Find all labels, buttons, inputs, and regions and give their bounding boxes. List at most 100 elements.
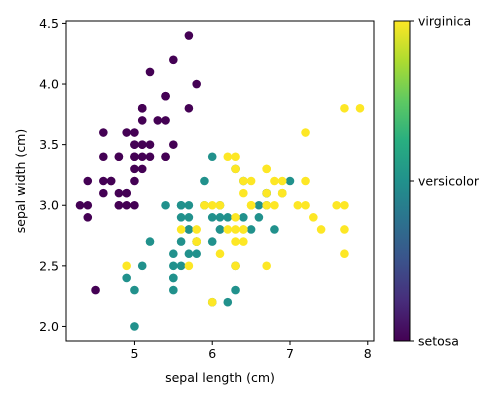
- data-point: [254, 213, 264, 222]
- data-point: [355, 103, 365, 113]
- data-point: [246, 200, 256, 210]
- data-point: [99, 128, 108, 137]
- data-point: [83, 200, 93, 210]
- data-point: [114, 152, 124, 162]
- data-point: [277, 176, 287, 186]
- data-point: [161, 200, 170, 210]
- data-point: [207, 200, 217, 210]
- data-point: [340, 249, 349, 259]
- data-point: [176, 237, 186, 246]
- data-point: [145, 152, 155, 162]
- data-point: [223, 152, 233, 162]
- data-point: [340, 103, 349, 113]
- data-point: [316, 225, 326, 234]
- data-point: [207, 213, 217, 222]
- x-tick-label: 6: [208, 346, 216, 361]
- data-point: [145, 140, 155, 149]
- data-point: [285, 176, 295, 186]
- y-tick-label: 4.5: [39, 16, 59, 31]
- data-point: [122, 188, 131, 198]
- data-point: [130, 164, 139, 174]
- data-point: [114, 200, 124, 210]
- data-point: [145, 237, 155, 246]
- data-point: [91, 285, 100, 295]
- data-point: [270, 225, 279, 234]
- data-point: [130, 152, 139, 162]
- data-point: [176, 225, 186, 234]
- data-point: [239, 213, 248, 222]
- data-point: [262, 261, 271, 271]
- data-point: [169, 285, 178, 295]
- plot-area: [65, 20, 375, 342]
- y-tick-label: 2.0: [39, 319, 59, 334]
- data-point: [75, 200, 85, 210]
- data-point: [153, 116, 163, 125]
- data-point: [301, 128, 310, 137]
- data-point: [137, 103, 147, 113]
- y-axis: 2.0 2.5 3.0 3.5 4.0 4.5: [39, 16, 66, 334]
- data-point: [137, 261, 147, 271]
- colorbar: setosa versicolor virginica: [393, 14, 480, 349]
- data-point: [169, 273, 178, 283]
- data-point: [83, 176, 93, 186]
- data-point: [332, 200, 341, 210]
- data-point: [130, 140, 139, 149]
- data-point: [184, 261, 194, 271]
- x-tick-label: 8: [364, 346, 372, 361]
- data-point: [262, 164, 271, 174]
- data-point: [169, 261, 178, 271]
- y-tick-label: 2.5: [39, 258, 59, 273]
- data-point: [184, 200, 194, 210]
- data-point: [169, 249, 178, 259]
- data-point: [192, 79, 201, 89]
- data-point: [137, 140, 147, 149]
- data-point: [207, 237, 217, 246]
- data-point: [192, 225, 201, 234]
- data-point: [169, 55, 178, 65]
- data-point: [184, 249, 194, 259]
- data-point: [99, 152, 108, 162]
- data-point: [293, 200, 303, 210]
- data-point: [184, 213, 194, 222]
- data-point: [184, 103, 194, 113]
- colorbar-tick-label: versicolor: [418, 174, 480, 189]
- data-point: [106, 176, 116, 186]
- data-point: [83, 213, 93, 222]
- x-tick-label: 5: [130, 346, 138, 361]
- data-point: [122, 261, 131, 271]
- data-point: [99, 176, 108, 186]
- data-point: [161, 116, 170, 125]
- data-point: [277, 188, 287, 198]
- data-point: [239, 176, 248, 186]
- data-point: [223, 213, 233, 222]
- data-point: [215, 200, 225, 210]
- data-point: [262, 188, 271, 198]
- data-point: [130, 176, 139, 186]
- data-point: [192, 249, 201, 259]
- data-point: [122, 128, 131, 137]
- data-point: [270, 200, 279, 210]
- colorbar-tick-label: setosa: [418, 334, 459, 349]
- data-point: [122, 200, 131, 210]
- data-point: [184, 225, 194, 234]
- data-point: [130, 200, 139, 210]
- data-point: [122, 273, 131, 283]
- data-point: [231, 213, 240, 222]
- data-point: [215, 225, 225, 234]
- y-tick-label: 4.0: [39, 77, 59, 92]
- data-point: [176, 261, 186, 271]
- data-point: [301, 200, 310, 210]
- data-point: [130, 322, 139, 331]
- x-axis: 5 6 7 8: [130, 341, 372, 361]
- data-point: [176, 200, 186, 210]
- data-point: [145, 67, 155, 77]
- data-point: [309, 213, 318, 222]
- data-point: [161, 152, 170, 162]
- data-point: [301, 176, 310, 186]
- colorbar-gradient: [393, 20, 411, 342]
- data-point: [130, 128, 139, 137]
- data-point: [340, 225, 349, 234]
- y-axis-label: sepal width (cm): [13, 129, 28, 233]
- x-tick-label: 7: [286, 346, 294, 361]
